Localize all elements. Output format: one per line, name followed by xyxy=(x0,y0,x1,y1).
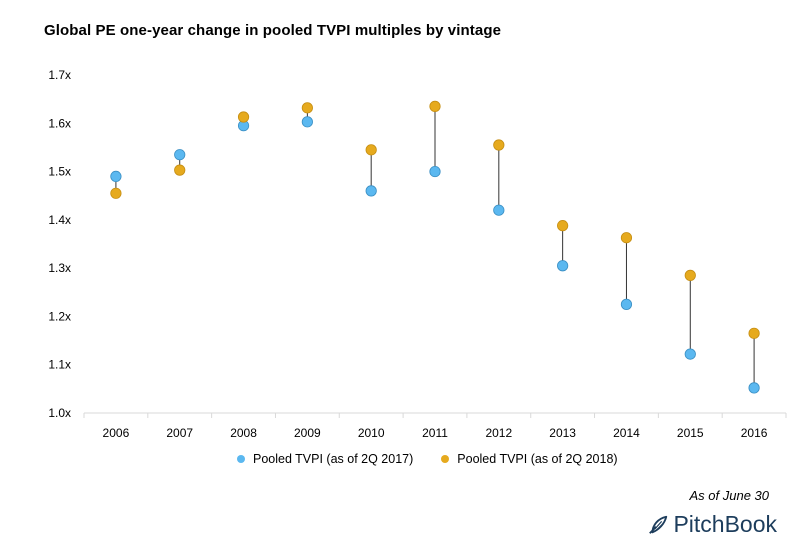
x-tick-label: 2014 xyxy=(613,426,640,440)
data-point-2017 xyxy=(301,116,313,128)
legend: Pooled TVPI (as of 2Q 2017) Pooled TVPI … xyxy=(237,452,618,466)
y-tick-label: 1.6x xyxy=(48,116,71,130)
legend-item-2017: Pooled TVPI (as of 2Q 2017) xyxy=(237,452,413,466)
data-point-2017 xyxy=(748,382,760,394)
x-tick-label: 2007 xyxy=(166,426,193,440)
data-point-2018 xyxy=(620,232,633,244)
data-point-2017 xyxy=(493,204,505,216)
x-tick-label: 2009 xyxy=(294,426,321,440)
x-tick-label: 2012 xyxy=(485,426,512,440)
data-point-2018 xyxy=(174,164,186,176)
data-point-2018 xyxy=(365,144,377,156)
legend-swatch-2018 xyxy=(441,455,450,463)
pitchbook-feather-icon xyxy=(649,515,668,534)
x-tick-label: 2013 xyxy=(549,426,576,440)
data-point-2018 xyxy=(493,139,505,151)
legend-label-2018: Pooled TVPI (as of 2Q 2018) xyxy=(457,452,618,466)
legend-item-2018: Pooled TVPI (as of 2Q 2018) xyxy=(441,452,618,466)
data-point-2017 xyxy=(620,298,633,310)
y-axis: 1.0x 1.1x 1.2x 1.3x 1.4x 1.5x 1.6x 1.7x xyxy=(48,68,71,420)
y-tick-label: 1.3x xyxy=(48,261,71,275)
data-point-2017 xyxy=(174,149,186,161)
data-point-2018 xyxy=(110,187,122,199)
data-point-2018 xyxy=(237,111,250,123)
data-point-2017 xyxy=(557,260,569,272)
y-tick-label: 1.0x xyxy=(48,406,71,420)
data-point-2017 xyxy=(110,170,122,182)
data-point-2018 xyxy=(301,102,313,114)
legend-swatch-2017 xyxy=(237,455,245,463)
y-tick-label: 1.5x xyxy=(48,165,71,179)
data-point-2017 xyxy=(429,165,441,178)
data-point-2017 xyxy=(684,348,696,360)
x-tick-label: 2008 xyxy=(230,426,257,440)
y-tick-label: 1.1x xyxy=(48,358,71,372)
chart-title: Global PE one-year change in pooled TVPI… xyxy=(44,22,502,39)
as-of-note: As of June 30 xyxy=(689,488,770,503)
data-point-2018 xyxy=(429,100,441,112)
x-axis: 2006 2007 2008 2009 2010 2011 2012 2013 2014 2015… xyxy=(83,412,787,440)
pitchbook-logo: PitchBook xyxy=(647,511,777,538)
x-tick-label: 2016 xyxy=(741,426,768,440)
logo-text: PitchBook xyxy=(673,511,777,537)
x-tick-label: 2011 xyxy=(422,426,448,440)
data-point-2018 xyxy=(557,220,569,232)
x-tick-label: 2006 xyxy=(103,426,130,440)
data-point-2018 xyxy=(684,269,696,281)
legend-label-2017: Pooled TVPI (as of 2Q 2017) xyxy=(253,452,414,466)
connector-lines xyxy=(115,106,755,388)
y-tick-label: 1.2x xyxy=(48,309,71,323)
x-tick-label: 2015 xyxy=(677,426,704,440)
y-tick-label: 1.4x xyxy=(48,213,71,227)
data-point-2017 xyxy=(365,185,377,197)
data-points xyxy=(110,100,760,394)
x-tick-label: 2010 xyxy=(358,426,385,440)
data-point-2018 xyxy=(748,327,760,339)
y-tick-label: 1.7x xyxy=(48,68,71,82)
